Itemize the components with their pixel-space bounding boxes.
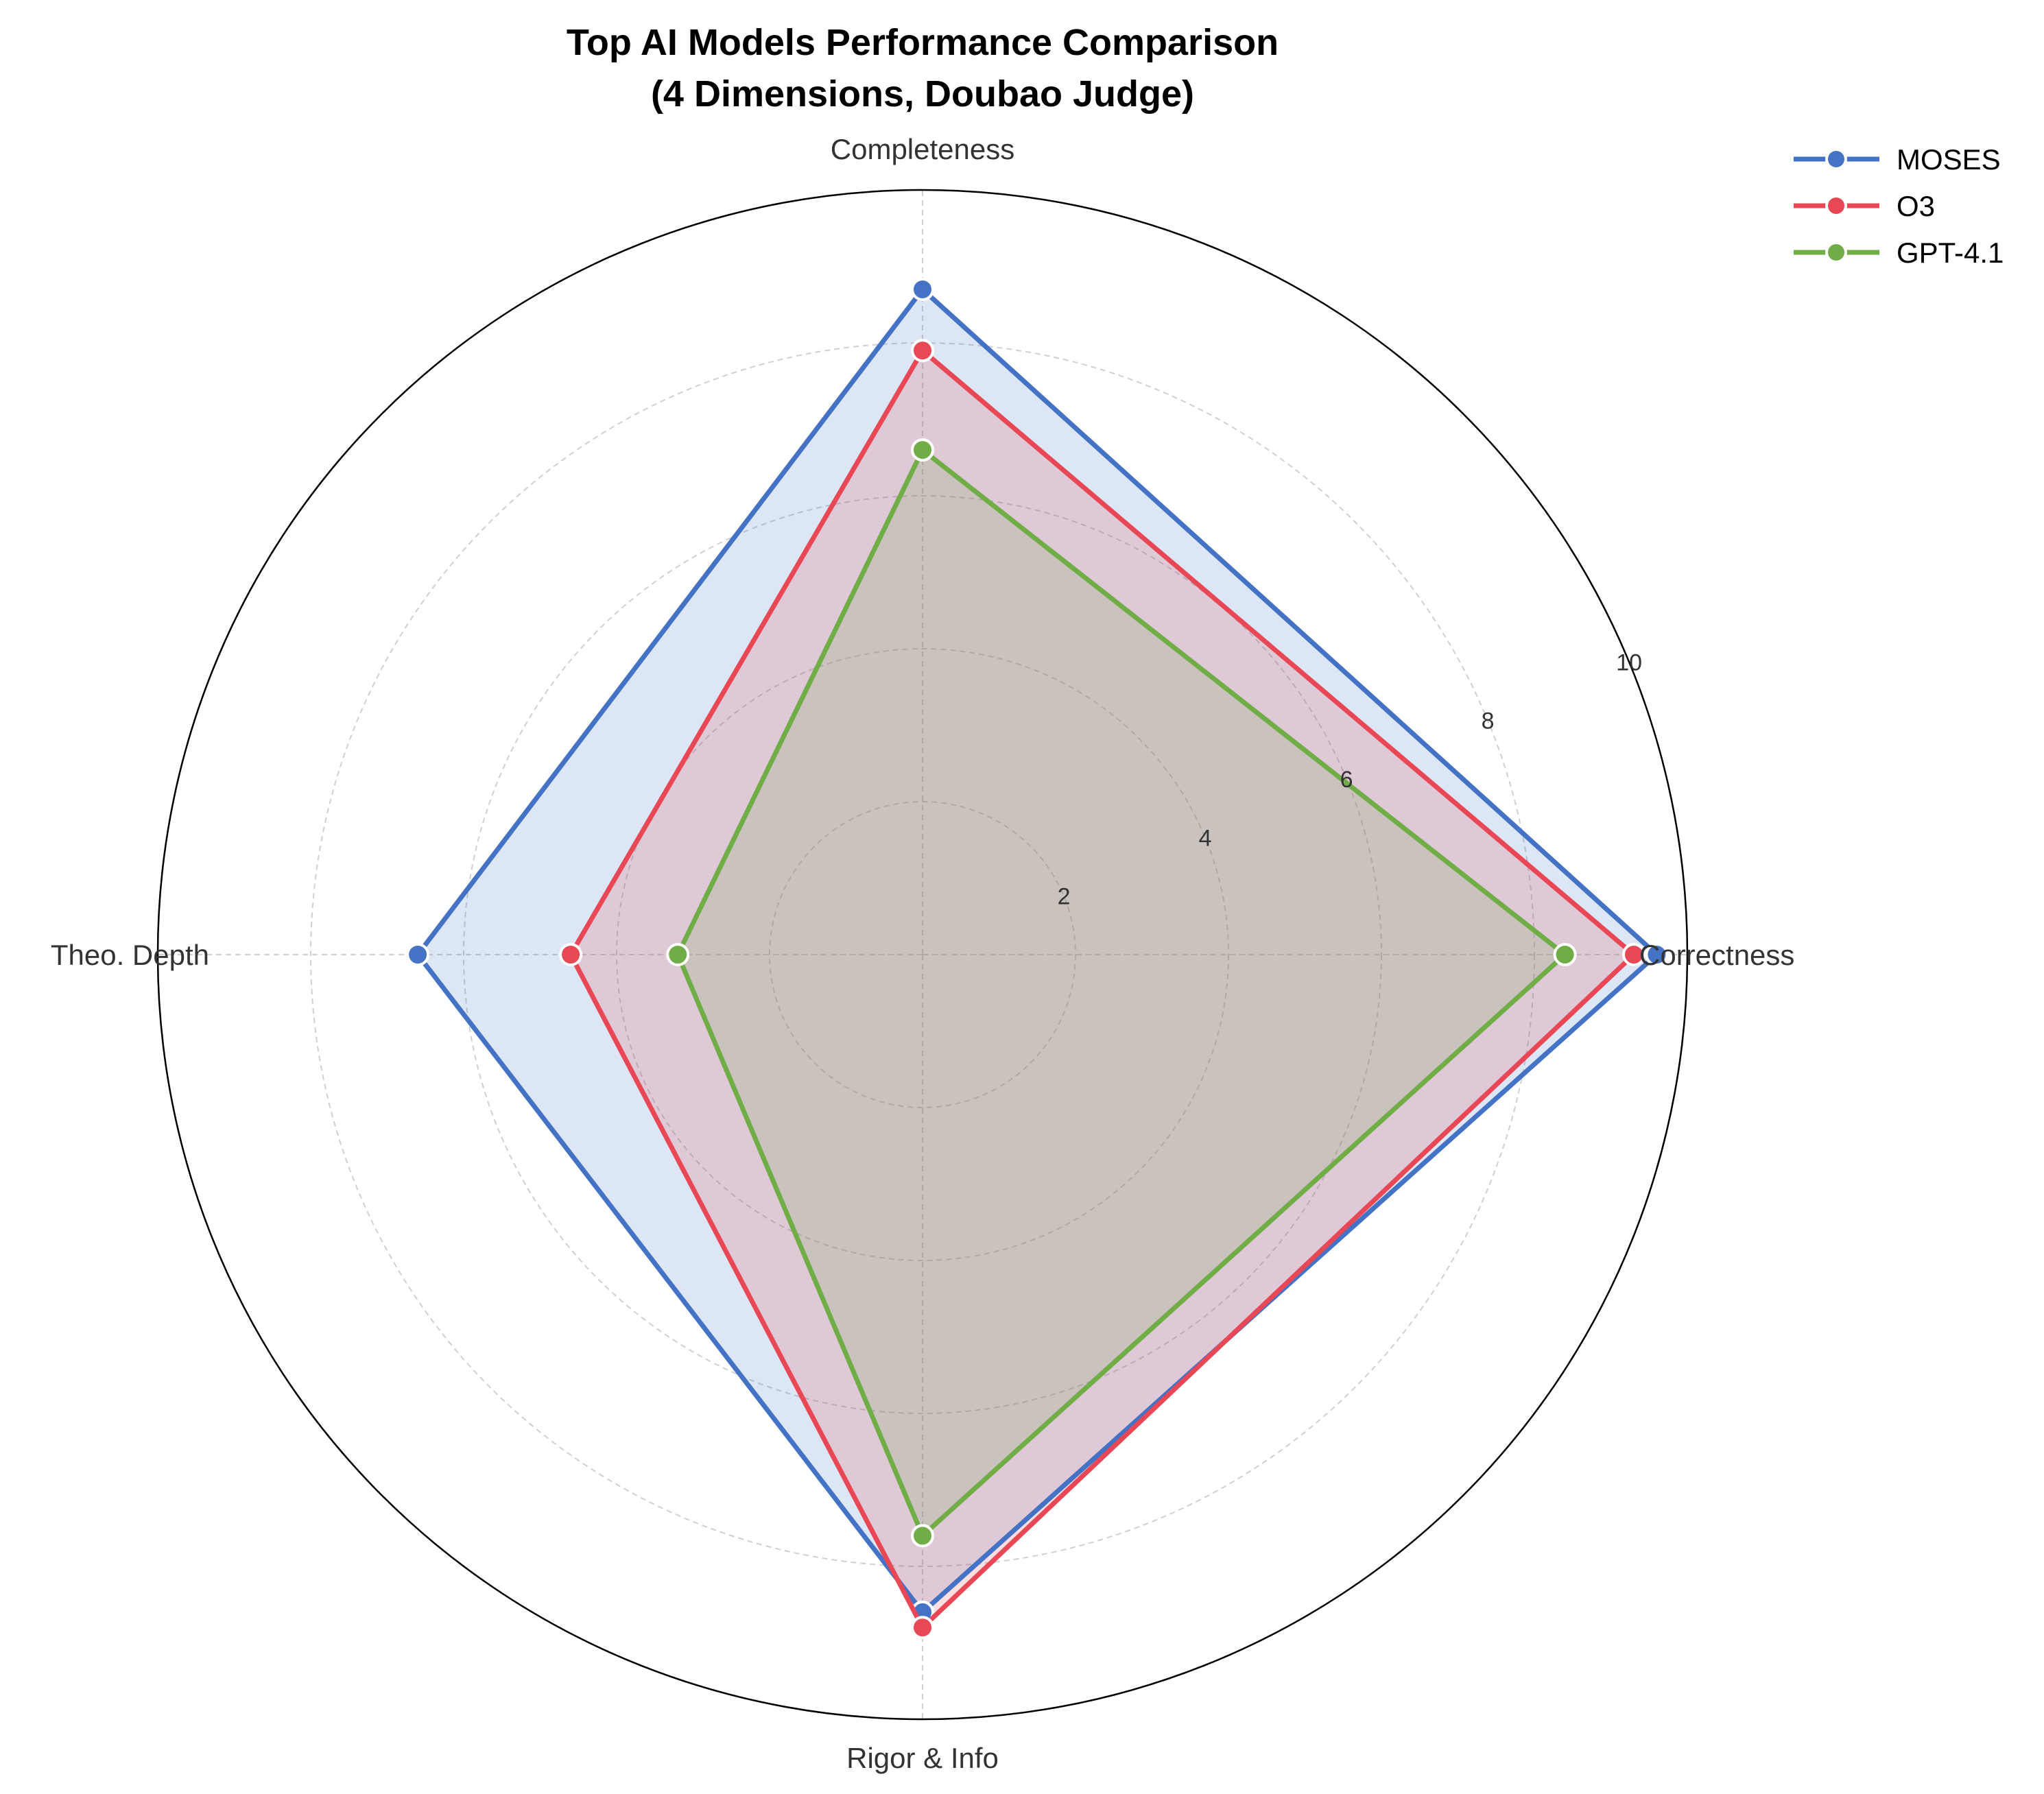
legend-label-1: O3: [1897, 190, 1935, 222]
chart-title-line-1: Top AI Models Performance Comparison: [567, 22, 1279, 63]
grid-ring-4: [616, 648, 1229, 1261]
axis-label-3: Rigor & Info: [846, 1742, 999, 1774]
radial-grid: [156, 189, 1689, 1721]
data-point-2-2: [666, 943, 690, 966]
polar-frame: [156, 189, 1689, 1721]
tick-label-10: 10: [1616, 649, 1642, 675]
series-group: [406, 277, 1669, 1640]
legend-marker-1: [1825, 195, 1847, 217]
axis-labels: Correctness Completeness Theo. Depth Rigor …: [51, 133, 1795, 1774]
axis-label-1: Completeness: [831, 133, 1014, 165]
tick-label-8: 8: [1482, 708, 1495, 734]
series-area-1: [571, 350, 1634, 1628]
series-area-2: [678, 450, 1565, 1536]
data-point-1-1: [911, 339, 934, 363]
tick-label-4: 4: [1199, 825, 1212, 851]
axis-label-2: Theo. Depth: [51, 939, 209, 971]
data-point-0-1: [911, 277, 934, 301]
series-area-0: [418, 289, 1657, 1612]
data-point-2-0: [1553, 943, 1577, 966]
data-point-0-0: [1645, 943, 1669, 966]
data-point-2-1: [911, 438, 934, 462]
grid-ring-2: [769, 801, 1076, 1108]
axis-label-0: Correctness: [1639, 939, 1794, 971]
chart-title-line-2: (4 Dimensions, Doubao Judge): [651, 73, 1194, 115]
data-point-1-0: [1621, 943, 1645, 966]
data-point-1-3: [911, 1616, 934, 1640]
tick-label-2: 2: [1058, 884, 1071, 910]
legend: MOSES O3 GPT-4.1: [1794, 143, 2004, 269]
legend-marker-0: [1825, 148, 1847, 170]
data-point-2-3: [911, 1524, 934, 1548]
data-point-0-2: [406, 943, 430, 966]
grid-ring-6: [463, 495, 1382, 1414]
legend-label-2: GPT-4.1: [1897, 237, 2004, 269]
legend-marker-2: [1825, 241, 1847, 263]
tick-label-6: 6: [1340, 767, 1353, 793]
legend-label-0: MOSES: [1897, 143, 2001, 176]
data-point-1-2: [559, 943, 583, 966]
